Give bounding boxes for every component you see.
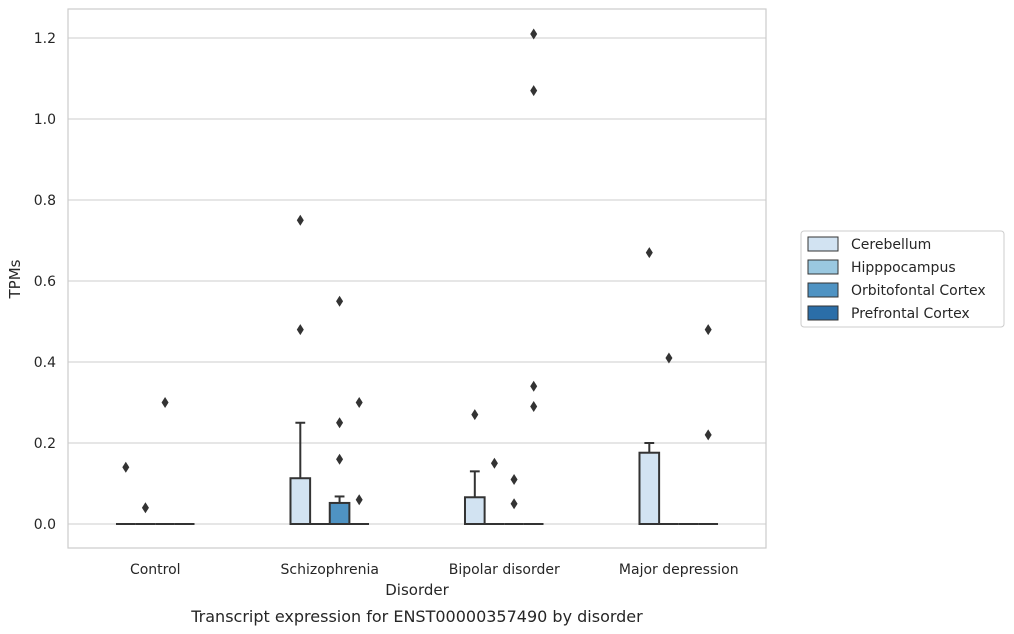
outlier-point [336, 453, 344, 465]
legend-label: Cerebellum [851, 237, 931, 253]
outlier-point [471, 409, 479, 421]
y-tick-label: 1.0 [34, 112, 56, 128]
outlier-point [161, 397, 169, 408]
box-1-2 [328, 295, 351, 526]
legend-swatch [807, 305, 839, 321]
grid-layer [68, 37, 766, 525]
y-tick-label: 0.2 [34, 436, 56, 452]
outlier-point [530, 28, 538, 40]
outlier-point [122, 461, 130, 473]
box-3-3 [698, 324, 719, 525]
box-2-3 [523, 28, 544, 525]
outlier-point [336, 295, 344, 307]
box-body [463, 496, 486, 525]
outlier-point [296, 324, 304, 336]
legend-label: Orbitofontal Cortex [851, 283, 986, 299]
legend: Cerebellum Hipppocampus Orbitofontal Corte… [800, 230, 1005, 328]
outlier-point [645, 247, 653, 259]
outlier-point [355, 494, 363, 506]
box-1-0 [289, 214, 312, 525]
x-tick-label: Schizophrenia [281, 562, 379, 578]
legend-frame [800, 230, 1005, 328]
outlier-point [704, 324, 712, 336]
x-tick-label: Major depression [619, 562, 739, 578]
box-body [289, 477, 312, 525]
chart-caption: Transcript expression for ENST0000035749… [190, 607, 643, 626]
box-0-1 [135, 502, 156, 525]
legend-swatch [807, 259, 839, 275]
outlier-point [336, 417, 344, 429]
box-body [638, 451, 661, 525]
legend-label: Hipppocampus [851, 260, 956, 276]
box-2-0 [463, 409, 486, 525]
outlier-point [510, 473, 518, 485]
outlier-point [510, 498, 518, 510]
legend-swatch [807, 236, 839, 252]
x-tick-label: Bipolar disorder [449, 562, 560, 578]
y-tick-label: 0.8 [34, 193, 56, 209]
box-0-2 [155, 397, 175, 525]
box-body [328, 501, 351, 526]
outlier-point [490, 457, 498, 469]
box-0-0 [115, 461, 136, 525]
box-3-1 [659, 352, 679, 525]
box-2-1 [484, 457, 505, 525]
y-tick-label: 0.6 [34, 274, 56, 290]
outlier-point [704, 429, 712, 441]
outlier-point [296, 214, 304, 226]
y-tick-label: 0.4 [34, 355, 56, 371]
outlier-point [530, 85, 538, 97]
x-tick-label: Control [130, 562, 181, 578]
x-axis-label: Disorder [385, 581, 449, 599]
tick-layer: 0.0 0.2 0.4 0.6 0.8 1.0 1.2 Control Schizophreni… [34, 31, 739, 578]
y-tick-label: 1.2 [34, 31, 56, 47]
box-1-3 [349, 397, 370, 525]
legend-label: Prefrontal Cortex [851, 306, 970, 322]
outlier-point [141, 502, 149, 514]
outlier-point [530, 401, 538, 413]
plot-frame [67, 8, 767, 549]
outlier-point [355, 397, 363, 408]
outlier-point [665, 352, 673, 364]
outlier-point [530, 380, 538, 392]
y-axis-label: TPMs [6, 259, 24, 299]
box-3-0 [638, 247, 661, 525]
legend-swatch [807, 282, 839, 298]
box-layer [115, 28, 719, 526]
box-2-2 [504, 473, 524, 525]
y-tick-label: 0.0 [34, 517, 56, 533]
